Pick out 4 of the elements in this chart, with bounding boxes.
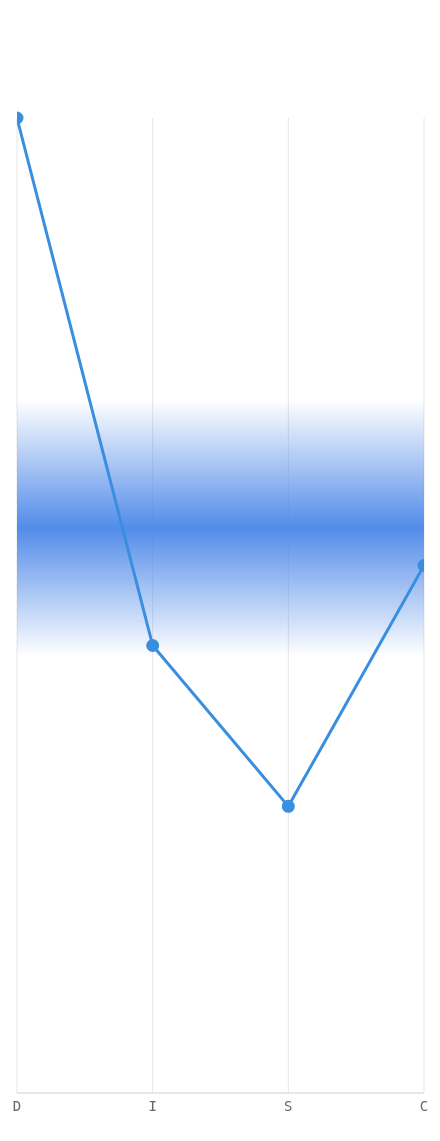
x-tick-label: S — [284, 1097, 293, 1114]
x-tick-label: D — [12, 1097, 22, 1114]
x-tick-label: C — [419, 1097, 429, 1114]
x-tick-label: I — [148, 1097, 157, 1114]
